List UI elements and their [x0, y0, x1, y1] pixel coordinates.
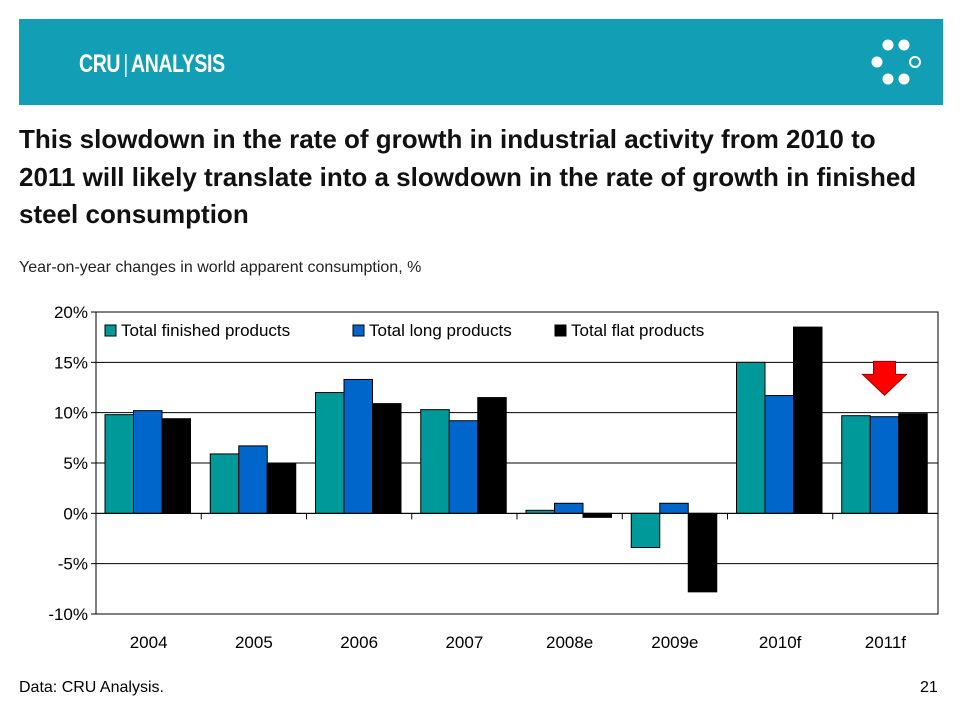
- bar: [582, 512, 612, 518]
- bar: [659, 502, 689, 514]
- x-tick-label: 2005: [235, 633, 273, 652]
- x-tick-label: 2004: [130, 633, 168, 652]
- brand-logo-text: CRU | ANALYSIS: [79, 50, 225, 79]
- x-tick-label: 2009e: [651, 633, 698, 652]
- x-tick-label: 2010f: [759, 633, 802, 652]
- legend-label: Total finished products: [121, 321, 290, 340]
- bar: [209, 453, 240, 514]
- bar: [554, 502, 584, 514]
- bar: [133, 410, 163, 514]
- brand-separator: |: [123, 50, 128, 78]
- bar: [104, 414, 134, 514]
- bar: [420, 409, 450, 514]
- chart-subtitle: Year-on-year changes in world apparent c…: [19, 259, 422, 276]
- bars: [104, 326, 928, 593]
- down-arrow-icon: [861, 360, 908, 397]
- annotations: [861, 360, 908, 397]
- x-tick-label: 2007: [445, 633, 483, 652]
- bar: [736, 361, 766, 514]
- legend-label: Total flat products: [571, 321, 704, 340]
- header-banner: CRU | ANALYSIS: [19, 19, 943, 105]
- legend-label: Total long products: [369, 321, 512, 340]
- y-tick-label: 20%: [54, 303, 88, 322]
- slide-headline: This slowdown in the rate of growth in i…: [19, 124, 917, 229]
- x-tick-label: 2011f: [865, 633, 907, 652]
- x-tick-label: 2006: [340, 633, 378, 652]
- bar: [343, 378, 373, 514]
- legend-swatch: [104, 324, 117, 337]
- bar: [841, 415, 871, 514]
- bar: [793, 326, 823, 514]
- brand-primary: CRU: [79, 50, 121, 78]
- y-tick-label: 0%: [63, 504, 88, 523]
- bar: [315, 392, 345, 514]
- bar: [764, 395, 794, 514]
- bar: [238, 445, 268, 514]
- y-tick-label: 15%: [54, 353, 88, 372]
- y-tick-label: 5%: [63, 454, 88, 473]
- y-tick-label: 10%: [54, 404, 88, 423]
- bar: [161, 418, 191, 514]
- bar: [372, 403, 402, 514]
- x-tick-label: 2008e: [546, 633, 593, 652]
- bar: [898, 413, 928, 514]
- page-number: 21: [920, 679, 938, 696]
- axes: -10% -5% 0% 5% 10% 15% 20% 2004 2005 2006 2007 2008…: [48, 303, 939, 652]
- legend-swatch: [554, 324, 567, 337]
- brand-secondary: ANALYSIS: [131, 50, 225, 78]
- bar: [266, 462, 297, 514]
- bar: [869, 416, 900, 514]
- bar: [477, 397, 507, 514]
- y-tick-label: -10%: [48, 605, 88, 624]
- ring-of-dots-icon: [871, 39, 921, 85]
- bar-chart: -10% -5% 0% 5% 10% 15% 20% 2004 2005 2006 2007 2008…: [48, 303, 939, 652]
- bar: [630, 512, 661, 549]
- source-note: Data: CRU Analysis.: [19, 679, 164, 696]
- legend: Total finished products Total long produc…: [104, 321, 704, 340]
- bar: [687, 512, 718, 593]
- bar: [448, 420, 479, 514]
- legend-swatch: [352, 324, 365, 337]
- y-tick-label: -5%: [58, 555, 88, 574]
